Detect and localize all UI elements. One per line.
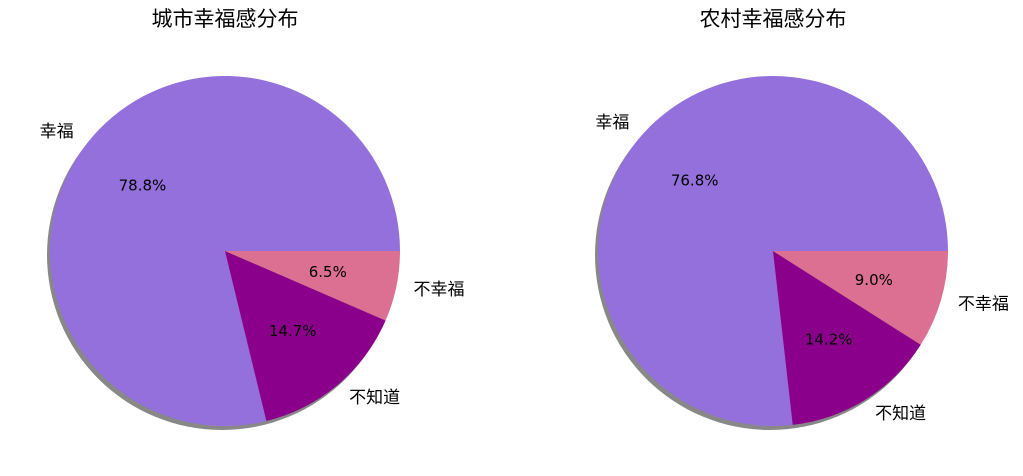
percent-label: 6.5% (309, 263, 347, 281)
slice-label: 幸福 (40, 122, 74, 142)
slice-label: 不知道 (349, 388, 400, 408)
pie-slice (49, 75, 400, 426)
percent-label: 76.8% (671, 172, 719, 190)
pie-slice (773, 251, 948, 345)
chart-title: 城市幸福感分布 (152, 7, 299, 31)
slice-label: 不幸福 (414, 280, 465, 300)
slice-label: 幸福 (595, 113, 629, 133)
percent-label: 9.0% (855, 271, 893, 289)
slice-label: 不幸福 (958, 295, 1009, 315)
pie-slice (773, 251, 921, 425)
percent-label: 78.8% (119, 177, 167, 195)
pie-slice (225, 251, 386, 422)
slice-label: 不知道 (875, 404, 926, 424)
pie-slice (225, 251, 400, 321)
chart-title: 农村幸福感分布 (700, 7, 847, 31)
percent-label: 14.7% (269, 322, 317, 340)
percent-label: 14.2% (805, 331, 853, 349)
